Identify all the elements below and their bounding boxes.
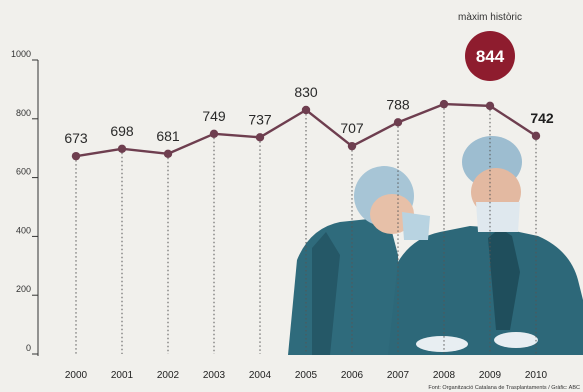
- peak-badge: [465, 31, 515, 81]
- data-label: 707: [340, 120, 364, 136]
- data-point: [485, 101, 495, 111]
- peak-value: 844: [476, 47, 505, 66]
- y-tick-label: 0: [26, 343, 31, 353]
- data-point: [71, 151, 81, 161]
- data-point: [439, 99, 449, 109]
- data-point: [209, 129, 219, 138]
- x-tick-label: 2003: [203, 370, 226, 381]
- data-point: [255, 133, 265, 142]
- x-tick-label: 2007: [387, 370, 410, 381]
- x-tick-label: 2001: [111, 370, 134, 381]
- surgeons-photo-icon: [288, 136, 583, 355]
- y-tick-label: 1000: [11, 49, 31, 59]
- x-tick-label: 2000: [65, 370, 88, 381]
- x-tick-label: 2005: [295, 370, 318, 381]
- data-point: [301, 105, 311, 115]
- data-point: [531, 131, 541, 141]
- data-label: 830: [294, 84, 318, 100]
- y-tick-label: 600: [16, 167, 31, 177]
- data-point: [393, 118, 403, 127]
- data-point: [163, 149, 173, 158]
- data-label: 749: [202, 108, 226, 124]
- peak-caption: màxim històric: [458, 12, 522, 23]
- data-label: 698: [110, 123, 134, 139]
- x-tick-label: 2004: [249, 370, 272, 381]
- data-label: 737: [248, 111, 272, 127]
- y-tick-label: 800: [16, 108, 31, 118]
- y-tick-label: 400: [16, 225, 31, 235]
- x-tick-label: 2002: [157, 370, 180, 381]
- data-point: [117, 144, 127, 153]
- data-label: 788: [386, 96, 410, 112]
- data-label: 673: [64, 130, 88, 146]
- data-point: [347, 141, 357, 151]
- x-tick-label: 2006: [341, 370, 364, 381]
- x-tick-label: 2010: [525, 370, 548, 381]
- data-label: 742: [530, 110, 554, 126]
- x-tick-label: 2008: [433, 370, 456, 381]
- source-note: Font: Organització Catalana de Trasplant…: [428, 385, 580, 391]
- data-label: 681: [156, 128, 180, 144]
- y-tick-label: 200: [16, 284, 31, 294]
- x-tick-label: 2009: [479, 370, 502, 381]
